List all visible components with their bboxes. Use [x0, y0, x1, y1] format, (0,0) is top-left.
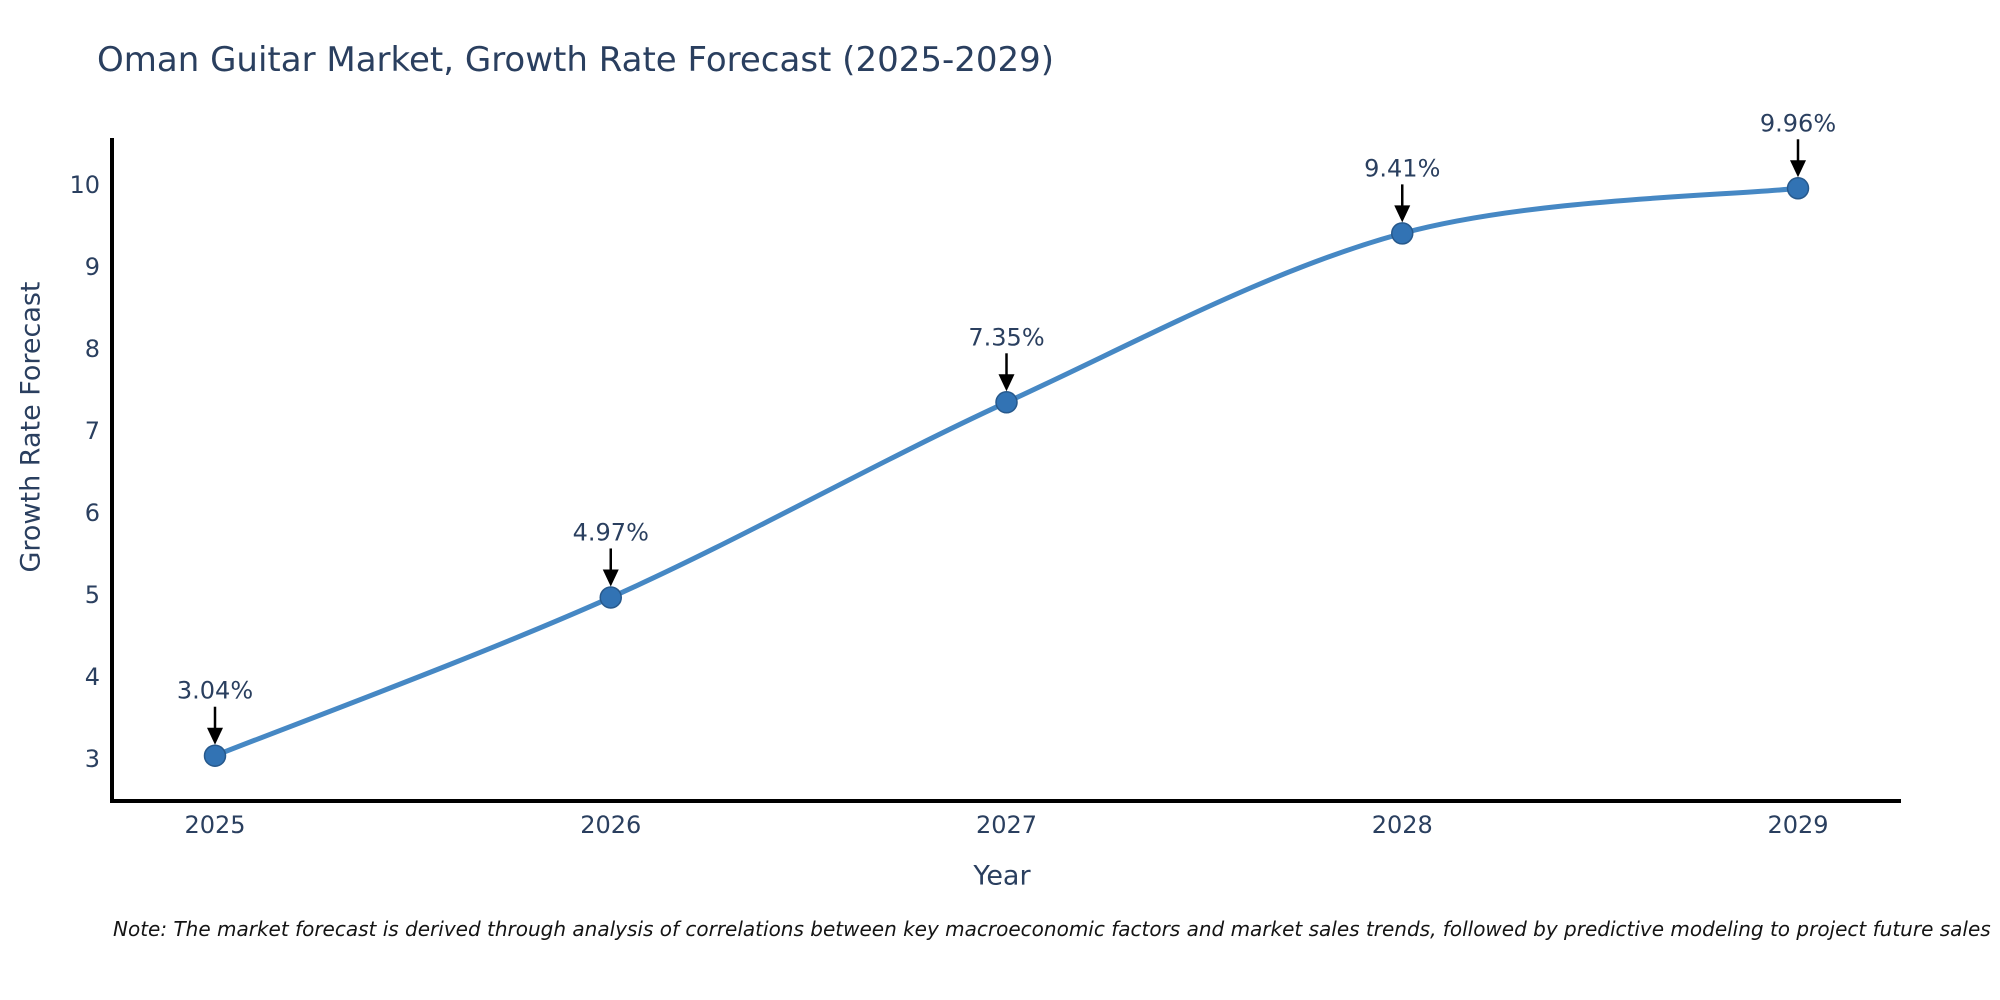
y-tick-label: 7: [85, 417, 100, 445]
point-value-label: 9.41%: [1364, 154, 1440, 182]
data-point-marker: [1391, 222, 1414, 245]
x-tick-label: 2028: [1372, 811, 1433, 839]
y-tick-label: 9: [85, 253, 100, 281]
annotation-arrowhead: [207, 727, 223, 745]
point-value-label: 3.04%: [177, 677, 253, 705]
y-tick-label: 3: [85, 745, 100, 773]
data-point-marker: [1786, 177, 1810, 200]
footnote: Note: The market forecast is derived thr…: [113, 917, 1991, 941]
y-tick-label: 5: [85, 581, 100, 609]
point-value-label: 7.35%: [968, 323, 1044, 351]
data-point-marker: [203, 744, 227, 767]
data-point-marker: [599, 586, 622, 609]
x-tick-label: 2025: [184, 811, 245, 839]
chart-title: Oman Guitar Market, Growth Rate Forecast…: [97, 40, 1055, 80]
annotation-arrowhead: [998, 374, 1015, 392]
annotation-arrowhead: [602, 569, 619, 587]
y-tick-label: 6: [85, 499, 100, 527]
point-value-label: 9.96%: [1760, 109, 1836, 137]
x-axis-title: Year: [973, 860, 1031, 892]
point-value-label: 4.97%: [573, 518, 649, 546]
annotation-arrowhead: [1790, 160, 1806, 178]
x-tick-label: 2026: [580, 811, 641, 839]
y-tick-label: 10: [69, 171, 100, 199]
x-tick-label: 2029: [1767, 811, 1828, 839]
data-point-marker: [995, 391, 1018, 414]
annotation-arrowhead: [1394, 205, 1411, 223]
x-tick-label: 2027: [976, 811, 1037, 839]
y-tick-label: 8: [85, 335, 100, 363]
y-tick-label: 4: [85, 663, 100, 691]
trend-line: [212, 185, 1801, 759]
